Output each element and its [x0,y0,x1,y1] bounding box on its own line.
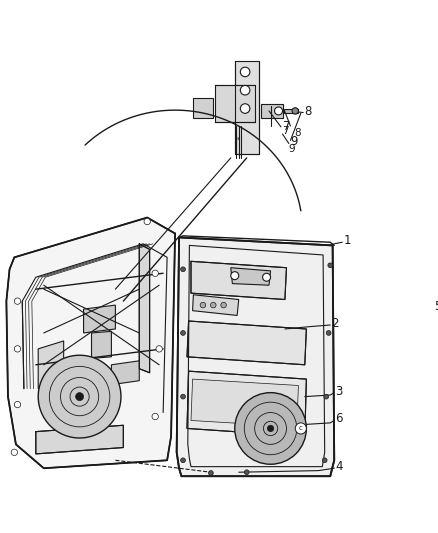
Polygon shape [92,332,111,358]
Circle shape [211,302,216,308]
Circle shape [152,413,159,419]
Circle shape [240,67,250,77]
Text: *: * [237,137,240,143]
Polygon shape [284,109,298,114]
Circle shape [387,325,395,333]
Circle shape [240,104,250,114]
Circle shape [231,272,239,280]
Circle shape [240,85,250,95]
Circle shape [263,273,271,281]
Text: 5: 5 [434,300,438,313]
Circle shape [180,394,185,399]
Polygon shape [261,104,283,118]
Polygon shape [231,268,271,285]
Polygon shape [215,85,254,122]
Circle shape [180,458,185,463]
Circle shape [328,263,332,268]
Polygon shape [191,379,298,427]
Polygon shape [7,217,175,468]
Circle shape [326,330,331,335]
Polygon shape [84,305,115,333]
Polygon shape [187,321,307,365]
Circle shape [221,302,226,308]
Circle shape [324,394,328,399]
Polygon shape [36,425,124,454]
Circle shape [38,355,121,438]
Text: 4: 4 [335,460,343,473]
Polygon shape [235,61,258,154]
Circle shape [14,298,21,304]
Circle shape [292,108,298,114]
Polygon shape [177,238,334,476]
Circle shape [152,270,159,277]
Circle shape [76,393,84,401]
Polygon shape [111,361,139,385]
Circle shape [11,449,18,456]
Polygon shape [38,341,64,389]
Circle shape [275,107,283,115]
Circle shape [295,423,307,434]
Polygon shape [191,261,286,300]
Circle shape [14,401,21,408]
Circle shape [322,458,327,463]
Text: 9: 9 [290,135,298,149]
Circle shape [156,346,162,352]
Circle shape [180,267,185,272]
Circle shape [244,470,249,474]
Circle shape [14,346,21,352]
Text: c: c [299,425,303,431]
Text: 2: 2 [331,317,339,330]
Circle shape [235,393,307,464]
Text: 1: 1 [344,234,351,247]
Text: 7: 7 [283,119,290,133]
Circle shape [200,302,206,308]
Polygon shape [139,244,150,373]
Circle shape [267,425,274,432]
Circle shape [144,219,150,225]
Text: 8: 8 [294,127,301,138]
Text: 3: 3 [335,384,343,398]
Circle shape [180,330,185,335]
Text: 8: 8 [304,105,311,118]
Text: 7: 7 [283,126,289,136]
Polygon shape [193,98,213,118]
Text: 6: 6 [335,413,343,425]
Polygon shape [187,371,307,437]
Text: 9: 9 [288,143,295,154]
Polygon shape [380,285,399,337]
Circle shape [387,291,395,298]
Polygon shape [193,295,239,316]
Circle shape [208,471,213,475]
